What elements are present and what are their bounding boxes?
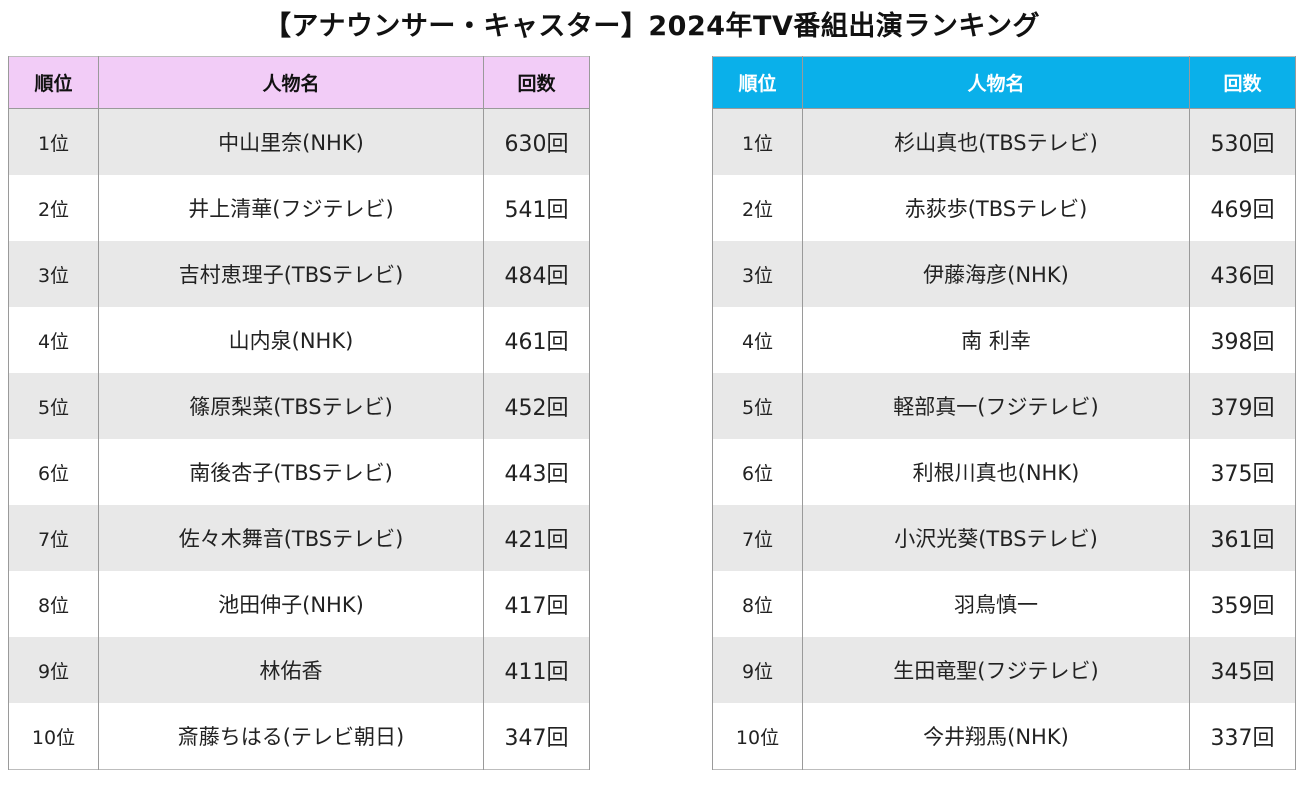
cell-rank: 3位 [9, 241, 99, 307]
cell-name: 利根川真也(NHK) [803, 439, 1190, 505]
cell-rank: 4位 [713, 307, 803, 373]
cell-count: 361回 [1190, 505, 1296, 571]
cell-name: 杉山真也(TBSテレビ) [803, 109, 1190, 176]
cell-rank: 1位 [713, 109, 803, 176]
cell-name: 篠原梨菜(TBSテレビ) [99, 373, 484, 439]
table-row: 8位 池田伸子(NHK) 417回 [9, 571, 590, 637]
cell-name: 林佑香 [99, 637, 484, 703]
table-row: 10位 今井翔馬(NHK) 337回 [713, 703, 1296, 770]
cell-name: 南 利幸 [803, 307, 1190, 373]
cell-count: 461回 [484, 307, 590, 373]
cell-name: 佐々木舞音(TBSテレビ) [99, 505, 484, 571]
cell-rank: 2位 [713, 175, 803, 241]
cell-rank: 4位 [9, 307, 99, 373]
cell-rank: 8位 [9, 571, 99, 637]
cell-count: 436回 [1190, 241, 1296, 307]
cell-name: 生田竜聖(フジテレビ) [803, 637, 1190, 703]
cell-name: 井上清華(フジテレビ) [99, 175, 484, 241]
table-row: 3位 吉村恵理子(TBSテレビ) 484回 [9, 241, 590, 307]
cell-rank: 1位 [9, 109, 99, 176]
cell-rank: 7位 [713, 505, 803, 571]
cell-count: 337回 [1190, 703, 1296, 770]
cell-count: 411回 [484, 637, 590, 703]
cell-name: 吉村恵理子(TBSテレビ) [99, 241, 484, 307]
table-row: 6位 利根川真也(NHK) 375回 [713, 439, 1296, 505]
cell-count: 469回 [1190, 175, 1296, 241]
table-row: 1位 杉山真也(TBSテレビ) 530回 [713, 109, 1296, 176]
cell-name: 羽鳥慎一 [803, 571, 1190, 637]
cell-name: 小沢光葵(TBSテレビ) [803, 505, 1190, 571]
table-row: 8位 羽鳥慎一 359回 [713, 571, 1296, 637]
cell-rank: 10位 [713, 703, 803, 770]
header-name: 人物名 [803, 57, 1190, 109]
cell-rank: 9位 [9, 637, 99, 703]
table-row: 9位 林佑香 411回 [9, 637, 590, 703]
header-rank: 順位 [9, 57, 99, 109]
cell-rank: 9位 [713, 637, 803, 703]
ranking-table-right: 順位 人物名 回数 1位 杉山真也(TBSテレビ) 530回 2位 赤荻歩(TBSテレビ… [712, 56, 1296, 770]
ranking-table-left: 順位 人物名 回数 1位 中山里奈(NHK) 630回 2位 井上清華(フジテレビ) 54… [8, 56, 590, 770]
cell-count: 375回 [1190, 439, 1296, 505]
table-body-right: 1位 杉山真也(TBSテレビ) 530回 2位 赤荻歩(TBSテレビ) 469回 3位 伊藤海… [713, 109, 1296, 770]
cell-rank: 6位 [713, 439, 803, 505]
cell-name: 南後杏子(TBSテレビ) [99, 439, 484, 505]
cell-count: 443回 [484, 439, 590, 505]
cell-name: 中山里奈(NHK) [99, 109, 484, 176]
cell-rank: 5位 [713, 373, 803, 439]
header-name: 人物名 [99, 57, 484, 109]
cell-count: 452回 [484, 373, 590, 439]
table-row: 10位 斎藤ちはる(テレビ朝日) 347回 [9, 703, 590, 770]
cell-name: 伊藤海彦(NHK) [803, 241, 1190, 307]
table-row: 5位 軽部真一(フジテレビ) 379回 [713, 373, 1296, 439]
cell-count: 345回 [1190, 637, 1296, 703]
table-row: 5位 篠原梨菜(TBSテレビ) 452回 [9, 373, 590, 439]
header-rank: 順位 [713, 57, 803, 109]
cell-count: 484回 [484, 241, 590, 307]
table-row: 6位 南後杏子(TBSテレビ) 443回 [9, 439, 590, 505]
cell-rank: 7位 [9, 505, 99, 571]
cell-count: 530回 [1190, 109, 1296, 176]
table-row: 4位 山内泉(NHK) 461回 [9, 307, 590, 373]
cell-count: 417回 [484, 571, 590, 637]
table-row: 7位 佐々木舞音(TBSテレビ) 421回 [9, 505, 590, 571]
table-row: 4位南 利幸 398回 [713, 307, 1296, 373]
cell-rank: 6位 [9, 439, 99, 505]
table-row: 3位 伊藤海彦(NHK) 436回 [713, 241, 1296, 307]
table-header-row: 順位 人物名 回数 [713, 57, 1296, 109]
cell-count: 630回 [484, 109, 590, 176]
table-row: 9位 生田竜聖(フジテレビ) 345回 [713, 637, 1296, 703]
table-row: 2位 井上清華(フジテレビ) 541回 [9, 175, 590, 241]
table-row: 2位 赤荻歩(TBSテレビ) 469回 [713, 175, 1296, 241]
cell-name: 池田伸子(NHK) [99, 571, 484, 637]
cell-count: 379回 [1190, 373, 1296, 439]
cell-count: 541回 [484, 175, 590, 241]
cell-name: 赤荻歩(TBSテレビ) [803, 175, 1190, 241]
cell-rank: 2位 [9, 175, 99, 241]
cell-count: 359回 [1190, 571, 1296, 637]
cell-rank: 5位 [9, 373, 99, 439]
cell-name: 山内泉(NHK) [99, 307, 484, 373]
cell-name: 斎藤ちはる(テレビ朝日) [99, 703, 484, 770]
cell-rank: 8位 [713, 571, 803, 637]
cell-count: 347回 [484, 703, 590, 770]
table-body-left: 1位 中山里奈(NHK) 630回 2位 井上清華(フジテレビ) 541回 3位 吉村恵理子(… [9, 109, 590, 770]
page-title: 【アナウンサー・キャスター】2024年TV番組出演ランキング [0, 4, 1304, 43]
cell-name: 軽部真一(フジテレビ) [803, 373, 1190, 439]
header-count: 回数 [484, 57, 590, 109]
table-row: 7位 小沢光葵(TBSテレビ) 361回 [713, 505, 1296, 571]
table-row: 1位 中山里奈(NHK) 630回 [9, 109, 590, 176]
cell-count: 421回 [484, 505, 590, 571]
header-count: 回数 [1190, 57, 1296, 109]
cell-rank: 3位 [713, 241, 803, 307]
table-header-row: 順位 人物名 回数 [9, 57, 590, 109]
cell-rank: 10位 [9, 703, 99, 770]
cell-count: 398回 [1190, 307, 1296, 373]
cell-name: 今井翔馬(NHK) [803, 703, 1190, 770]
